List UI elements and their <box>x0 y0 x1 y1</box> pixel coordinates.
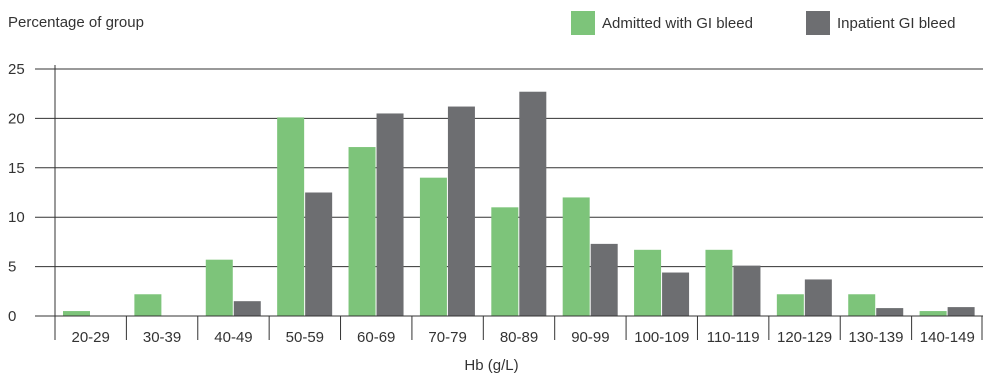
y-tick-label: 15 <box>8 160 25 177</box>
bar-admitted <box>277 117 305 316</box>
x-tick-label: 50-59 <box>286 329 324 346</box>
x-tick-label: 70-79 <box>428 329 466 346</box>
bar-admitted <box>205 259 233 316</box>
bar-admitted <box>348 147 376 316</box>
y-tick-label: 25 <box>8 61 25 78</box>
bar-inpatient <box>590 243 618 316</box>
legend-label-admitted: Admitted with GI bleed <box>602 14 753 32</box>
x-tick-label: 140-149 <box>920 329 975 346</box>
x-tick-label: 80-89 <box>500 329 538 346</box>
bar-inpatient <box>519 91 547 316</box>
bar-admitted <box>919 311 947 316</box>
x-tick-label: 30-39 <box>143 329 181 346</box>
y-tick-label: 0 <box>8 308 16 325</box>
legend-label-inpatient: Inpatient GI bleed <box>837 14 956 32</box>
bar-inpatient <box>376 113 404 317</box>
legend-swatch-admitted <box>571 11 595 35</box>
bar-admitted <box>776 294 804 316</box>
legend-item-admitted: Admitted with GI bleed <box>571 11 753 35</box>
bar-inpatient <box>233 301 261 316</box>
x-tick-label: 110-119 <box>707 329 760 346</box>
y-tick-label: 5 <box>8 259 16 276</box>
bar-inpatient <box>947 307 975 316</box>
y-axis-label: Percentage of group <box>8 14 144 31</box>
bar-admitted <box>134 294 162 316</box>
y-tick-label: 10 <box>8 209 25 226</box>
bar-inpatient <box>804 279 832 316</box>
bar-inpatient <box>305 192 333 316</box>
bar-inpatient <box>447 106 475 316</box>
bar-admitted <box>491 207 519 316</box>
x-tick-label: 90-99 <box>571 329 609 346</box>
x-tick-label: 120-129 <box>777 329 832 346</box>
bar-admitted <box>63 311 90 316</box>
bar-inpatient <box>662 272 690 316</box>
bar-admitted <box>705 249 733 316</box>
x-tick-label: 40-49 <box>214 329 252 346</box>
bar-inpatient <box>733 265 761 316</box>
y-tick-label: 20 <box>8 110 25 127</box>
x-tick-label: 130-139 <box>848 329 903 346</box>
bar-admitted <box>562 197 590 316</box>
x-tick-label: 100-109 <box>634 329 689 346</box>
bar-admitted <box>848 294 876 316</box>
bar-admitted <box>634 249 662 316</box>
legend-swatch-inpatient <box>806 11 830 35</box>
x-axis-label: Hb (g/L) <box>464 357 519 374</box>
x-tick-label: 60-69 <box>357 329 395 346</box>
legend-item-inpatient: Inpatient GI bleed <box>806 11 955 35</box>
bar-inpatient <box>876 308 904 316</box>
x-tick-label: 20-29 <box>72 329 110 346</box>
bar-admitted <box>419 177 447 316</box>
